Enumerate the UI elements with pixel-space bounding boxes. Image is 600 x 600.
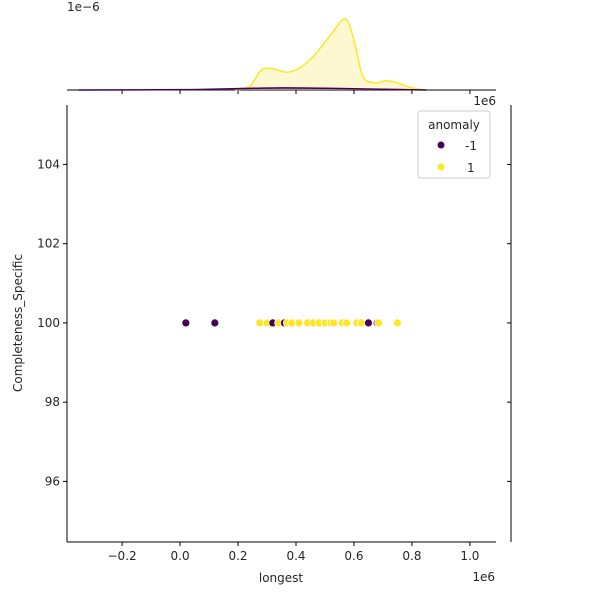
legend-label-neg1: -1 xyxy=(465,139,477,153)
scatter-plot: −0.2 0.0 0.2 0.4 0.6 0.8 1.0 96 98 100 102 104 xyxy=(37,105,496,563)
kde-area-pos1 xyxy=(235,18,427,90)
y-tick-label: 100 xyxy=(37,316,60,330)
data-point xyxy=(393,318,402,328)
x-tick-label: 0.2 xyxy=(228,549,247,563)
legend-marker-neg1 xyxy=(437,141,445,149)
legend-marker-pos1 xyxy=(437,163,445,171)
y-tick-label: 96 xyxy=(45,474,60,488)
kde-line-pos1 xyxy=(234,18,427,91)
y-tick-label: 98 xyxy=(45,395,60,409)
marginal-kde-plot xyxy=(67,18,496,94)
x-offset-label: 1e6 xyxy=(472,570,495,584)
data-point xyxy=(329,318,339,328)
x-tick-label: 0.6 xyxy=(344,549,363,563)
data-point xyxy=(364,318,373,328)
y-tick-label: 102 xyxy=(37,237,60,251)
data-point xyxy=(374,318,384,328)
x-tick-label: 1.0 xyxy=(460,549,479,563)
data-point xyxy=(210,318,220,328)
data-point xyxy=(181,318,191,328)
data-point xyxy=(255,318,265,328)
y-axis-label: Completeness_Specific xyxy=(11,254,25,392)
legend: anomaly -1 1 xyxy=(417,110,491,179)
x-tick-label: 0.4 xyxy=(286,549,305,563)
marginal-y-axis xyxy=(507,105,512,542)
x-axis-label: longest xyxy=(259,571,304,585)
x-tick-label: −0.2 xyxy=(108,549,137,563)
marginal-x-offset-label: 1e6 xyxy=(473,94,496,108)
data-point xyxy=(356,318,366,328)
legend-label-pos1: 1 xyxy=(467,161,475,175)
data-point xyxy=(294,318,304,328)
x-tick-label: 0.0 xyxy=(171,549,190,563)
x-tick-label: 0.8 xyxy=(402,549,421,563)
kde-line-neg1 xyxy=(78,87,427,91)
marginal-offset-label: 1e−6 xyxy=(67,0,100,14)
y-tick-label: 104 xyxy=(37,157,60,171)
legend-title: anomaly xyxy=(428,118,480,132)
data-point xyxy=(287,318,297,328)
data-point xyxy=(342,318,352,328)
